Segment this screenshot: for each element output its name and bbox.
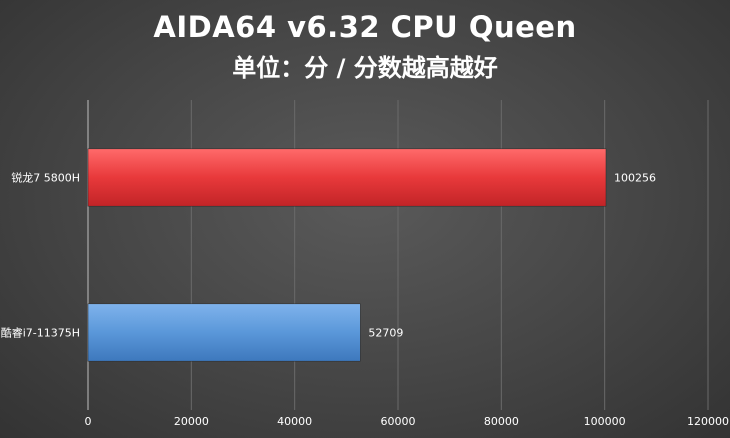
x-tick-label: 40000 (277, 415, 312, 428)
chart-subtitle: 单位：分 / 分数越高越好 (232, 54, 498, 82)
category-label: 锐龙7 5800H (11, 171, 80, 185)
data-label: 52709 (368, 327, 403, 340)
category-label: 酷睿i7-11375H (1, 326, 80, 340)
x-tick-label: 0 (85, 415, 92, 428)
bar-0 (87, 148, 607, 207)
x-tick-label: 80000 (484, 415, 519, 428)
bar-1 (87, 303, 361, 362)
x-tick-label: 120000 (687, 415, 729, 428)
x-tick-label: 60000 (381, 415, 416, 428)
x-tick-label: 100000 (584, 415, 626, 428)
data-label: 100256 (614, 172, 656, 185)
x-tick-label: 20000 (174, 415, 209, 428)
chart-title: AIDA64 v6.32 CPU Queen (153, 10, 577, 44)
